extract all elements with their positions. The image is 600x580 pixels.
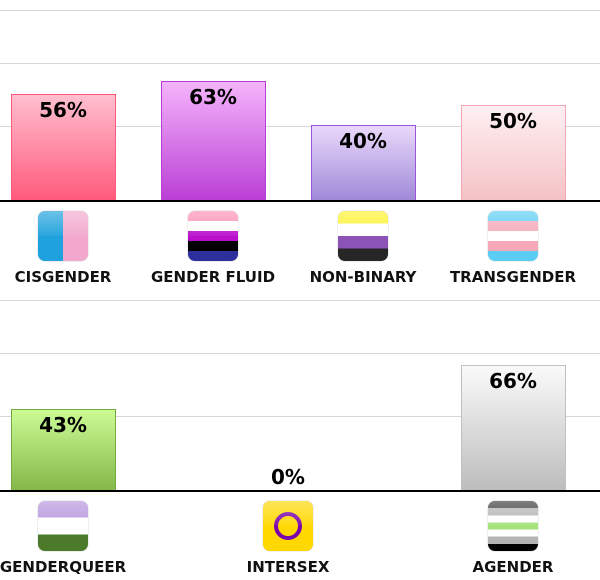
category-label: GENDER FLUID bbox=[150, 268, 276, 286]
agender-flag-icon bbox=[488, 501, 538, 551]
category-label: CISGENDER bbox=[14, 268, 112, 286]
data-label: 56% bbox=[39, 98, 87, 122]
genderqueer-flag-icon bbox=[38, 501, 88, 551]
bar bbox=[11, 94, 116, 201]
data-label: 66% bbox=[489, 369, 537, 393]
category-label: NON-BINARY bbox=[309, 268, 417, 286]
intersex-flag-icon bbox=[263, 501, 313, 551]
data-label: 0% bbox=[271, 465, 305, 489]
gridline bbox=[0, 63, 600, 64]
category-label: INTERSEX bbox=[246, 558, 330, 576]
transgender-flag-icon bbox=[488, 211, 538, 261]
bar bbox=[461, 105, 566, 201]
gridline bbox=[0, 353, 600, 354]
category-label: TRANSGENDER bbox=[449, 268, 577, 286]
gridline bbox=[0, 300, 600, 301]
bar bbox=[161, 81, 266, 201]
x-axis-bottom bbox=[0, 490, 600, 492]
data-label: 43% bbox=[39, 413, 87, 437]
data-label: 50% bbox=[489, 109, 537, 133]
bar bbox=[11, 409, 116, 491]
bar bbox=[461, 365, 566, 491]
data-label: 40% bbox=[339, 129, 387, 153]
x-axis-top bbox=[0, 200, 600, 202]
gridline bbox=[0, 126, 600, 127]
non-binary-flag-icon bbox=[338, 211, 388, 261]
cisgender-flag-icon bbox=[38, 211, 88, 261]
gender-fluid-flag-icon bbox=[188, 211, 238, 261]
gridline bbox=[0, 416, 600, 417]
bar bbox=[311, 125, 416, 201]
category-label: GENDERQUEER bbox=[0, 558, 127, 576]
data-label: 63% bbox=[189, 85, 237, 109]
gridline bbox=[0, 10, 600, 11]
category-label: AGENDER bbox=[472, 558, 554, 576]
